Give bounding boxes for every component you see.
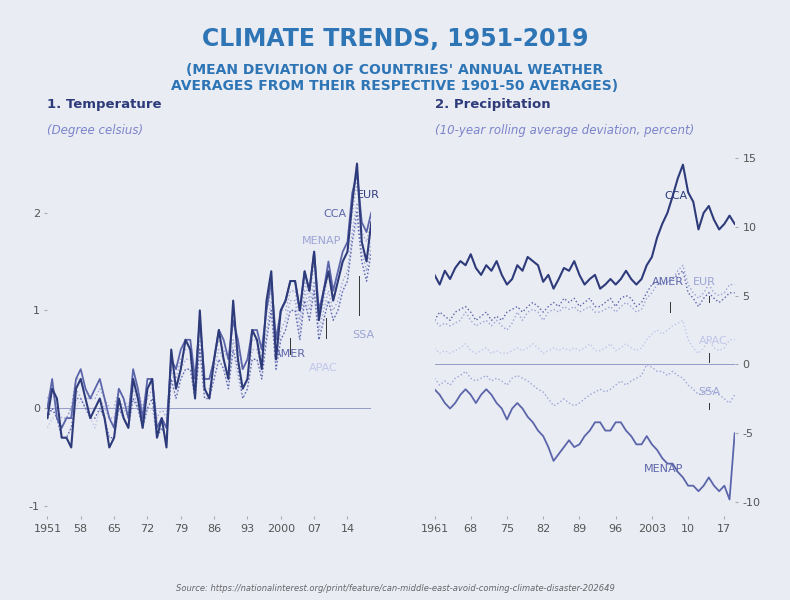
Text: Source: https://nationalinterest.org/print/feature/can-middle-east-avoid-coming-: Source: https://nationalinterest.org/pri…: [175, 584, 615, 593]
Text: (MEAN DEVIATION OF COUNTRIES' ANNUAL WEATHER
AVERAGES FROM THEIR RESPECTIVE 1901: (MEAN DEVIATION OF COUNTRIES' ANNUAL WEA…: [171, 63, 619, 93]
Text: AMER: AMER: [273, 349, 306, 359]
Text: SSA: SSA: [352, 330, 374, 340]
Text: 2. Precipitation: 2. Precipitation: [435, 98, 550, 110]
Text: MENAP: MENAP: [644, 464, 683, 474]
Text: (Degree celsius): (Degree celsius): [47, 124, 144, 137]
Text: 1. Temperature: 1. Temperature: [47, 98, 162, 110]
Text: AMER: AMER: [652, 277, 684, 287]
Text: MENAP: MENAP: [303, 236, 341, 246]
Text: SSA: SSA: [698, 387, 720, 397]
Text: APAC: APAC: [698, 336, 728, 346]
Text: EUR: EUR: [694, 277, 717, 287]
Text: CCA: CCA: [665, 191, 688, 201]
Text: (10-year rolling average deviation, percent): (10-year rolling average deviation, perc…: [435, 124, 694, 137]
Text: CCA: CCA: [324, 209, 347, 220]
Text: CLIMATE TRENDS, 1951-2019: CLIMATE TRENDS, 1951-2019: [201, 27, 589, 51]
Text: EUR: EUR: [357, 190, 380, 200]
Text: APAC: APAC: [310, 363, 338, 373]
